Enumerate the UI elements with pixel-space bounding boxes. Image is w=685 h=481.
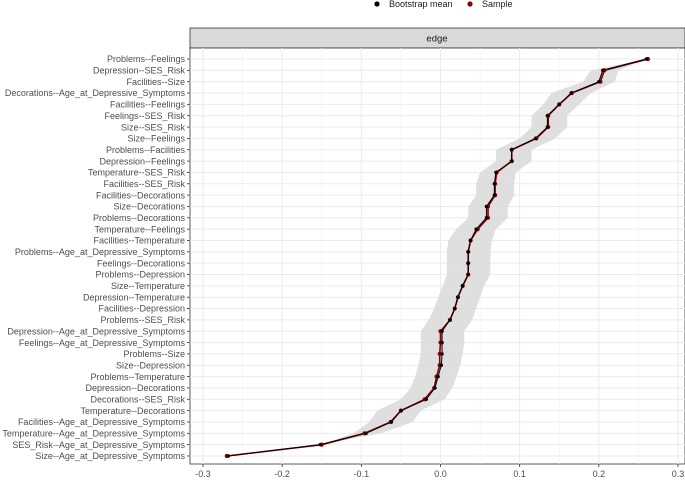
x-tick-label: 0.2 bbox=[593, 469, 606, 479]
data-point-bootstrap-mean bbox=[545, 125, 550, 129]
data-point-bootstrap-mean bbox=[484, 204, 489, 209]
data-point-bootstrap-mean bbox=[533, 136, 538, 141]
data-point-bootstrap-mean bbox=[569, 91, 573, 95]
data-point-bootstrap-mean bbox=[494, 170, 498, 175]
data-point-bootstrap-mean bbox=[644, 57, 649, 61]
data-point-bootstrap-mean bbox=[399, 408, 403, 413]
y-tick-label: Problems--Temperature bbox=[90, 372, 185, 382]
data-point-bootstrap-mean bbox=[492, 193, 497, 197]
y-tick-label: SES_Risk--Age_at_Depressive_Symptoms bbox=[12, 440, 185, 450]
data-point-bootstrap-mean bbox=[389, 420, 394, 424]
y-tick-label: Depression--Feelings bbox=[99, 156, 185, 166]
data-point-bootstrap-mean bbox=[601, 68, 605, 73]
data-point-bootstrap-mean bbox=[318, 442, 322, 447]
y-tick-label: Facilities--Feelings bbox=[110, 100, 186, 110]
x-tick-label: -0.2 bbox=[274, 469, 290, 479]
data-point-bootstrap-mean bbox=[424, 397, 428, 401]
grid bbox=[190, 48, 685, 464]
y-tick-label: Size--Temperature bbox=[111, 281, 185, 291]
y-tick-label: Facilities--SES_Risk bbox=[103, 179, 185, 189]
y-tick-label: Feelings--Decorations bbox=[97, 258, 186, 268]
y-tick-label: Temperature--Feelings bbox=[94, 224, 185, 234]
data-point-bootstrap-mean bbox=[433, 386, 437, 390]
y-tick-label: Size--Age_at_Depressive_Symptoms bbox=[35, 451, 185, 461]
y-tick-label: Feelings--SES_Risk bbox=[104, 111, 185, 121]
data-point-bootstrap-mean bbox=[453, 306, 457, 311]
x-tick-label: 0.1 bbox=[513, 469, 526, 479]
facet-strip-label: edge bbox=[426, 34, 447, 45]
data-point-bootstrap-mean bbox=[484, 216, 489, 220]
x-tick-label: -0.1 bbox=[354, 469, 370, 479]
x-axis: -0.3 -0.2 -0.1 0.0 0.1 0.2 0.3 bbox=[195, 464, 684, 479]
y-tick-label: Facilities--Age_at_Depressive_Symptoms bbox=[18, 417, 186, 427]
series-points bbox=[224, 56, 651, 459]
y-tick-label: Depression--SES_Risk bbox=[93, 66, 186, 76]
data-point-bootstrap-mean bbox=[466, 261, 470, 265]
y-tick-label: Size--Depression bbox=[116, 360, 185, 370]
y-tick-label: Problems--Depression bbox=[95, 270, 185, 280]
y-tick-label: Facilities--Size bbox=[126, 77, 185, 87]
y-tick-label: Decorations--SES_Risk bbox=[90, 394, 185, 404]
y-tick-label: Facilities--Temperature bbox=[93, 236, 185, 246]
y-tick-label: Facilities--Decorations bbox=[96, 190, 186, 200]
y-tick-label: Size--SES_Risk bbox=[121, 122, 186, 132]
data-point-bootstrap-mean bbox=[510, 159, 514, 163]
data-point-bootstrap-mean bbox=[439, 363, 443, 367]
data-point-bootstrap-mean bbox=[510, 148, 514, 152]
data-point-bootstrap-mean bbox=[545, 114, 550, 118]
y-tick-label: Depression--Age_at_Depressive_Symptoms bbox=[7, 326, 185, 336]
legend-key-bootstrap-mean bbox=[374, 1, 380, 7]
data-point-bootstrap-mean bbox=[597, 79, 601, 84]
data-point-bootstrap-mean bbox=[436, 374, 440, 379]
x-tick-label: -0.3 bbox=[195, 469, 211, 479]
y-tick-label: Size--Decorations bbox=[113, 202, 185, 212]
x-tick-label: 0.0 bbox=[434, 469, 447, 479]
data-point-bootstrap-mean bbox=[440, 329, 444, 333]
y-tick-label: Feelings--Age_at_Depressive_Symptoms bbox=[19, 338, 186, 348]
data-point-bootstrap-mean bbox=[226, 454, 231, 458]
data-point-bootstrap-mean bbox=[440, 352, 444, 356]
y-tick-label: Temperature--SES_Risk bbox=[88, 168, 186, 178]
data-point-bootstrap-mean bbox=[440, 340, 444, 345]
data-point-bootstrap-mean bbox=[448, 318, 452, 322]
y-tick-label: Decorations--Age_at_Depressive_Symptoms bbox=[5, 88, 186, 98]
data-point-bootstrap-mean bbox=[468, 238, 473, 243]
facet-strip: edge bbox=[189, 27, 685, 49]
y-tick-label: Problems--Size bbox=[123, 349, 185, 359]
y-tick-label: Size--Feelings bbox=[127, 134, 185, 144]
y-tick-label: Problems--Decorations bbox=[93, 213, 186, 223]
legend: Bootstrap mean Sample bbox=[374, 0, 513, 9]
data-point-bootstrap-mean bbox=[492, 182, 497, 186]
y-tick-label: Temperature--Decorations bbox=[80, 406, 185, 416]
x-tick-label: 0.3 bbox=[672, 469, 685, 479]
data-point-bootstrap-mean bbox=[466, 250, 470, 254]
y-tick-label: Problems--Age_at_Depressive_Symptoms bbox=[15, 247, 186, 257]
data-point-bootstrap-mean bbox=[466, 272, 470, 277]
legend-label-bootstrap-mean: Bootstrap mean bbox=[389, 0, 453, 9]
y-tick-label: Temperature--Age_at_Depressive_Symptoms bbox=[2, 429, 185, 439]
data-point-bootstrap-mean bbox=[460, 284, 465, 288]
data-point-bootstrap-mean bbox=[557, 102, 561, 107]
legend-label-sample: Sample bbox=[482, 0, 513, 9]
legend-key-sample bbox=[467, 1, 473, 7]
y-tick-label: Problems--Feelings bbox=[107, 54, 186, 64]
y-tick-label: Problems--Facilities bbox=[106, 145, 186, 155]
data-point-bootstrap-mean bbox=[456, 295, 460, 299]
data-point-bootstrap-mean bbox=[364, 431, 368, 436]
y-axis: Problems--FeelingsDepression--SES_RiskFa… bbox=[2, 54, 190, 461]
y-tick-label: Depression--Temperature bbox=[83, 292, 185, 302]
data-point-bootstrap-mean bbox=[474, 227, 478, 231]
y-tick-label: Depression--Decorations bbox=[85, 383, 185, 393]
y-tick-label: Problems--SES_Risk bbox=[100, 315, 185, 325]
y-tick-label: Facilities--Depression bbox=[98, 304, 185, 314]
